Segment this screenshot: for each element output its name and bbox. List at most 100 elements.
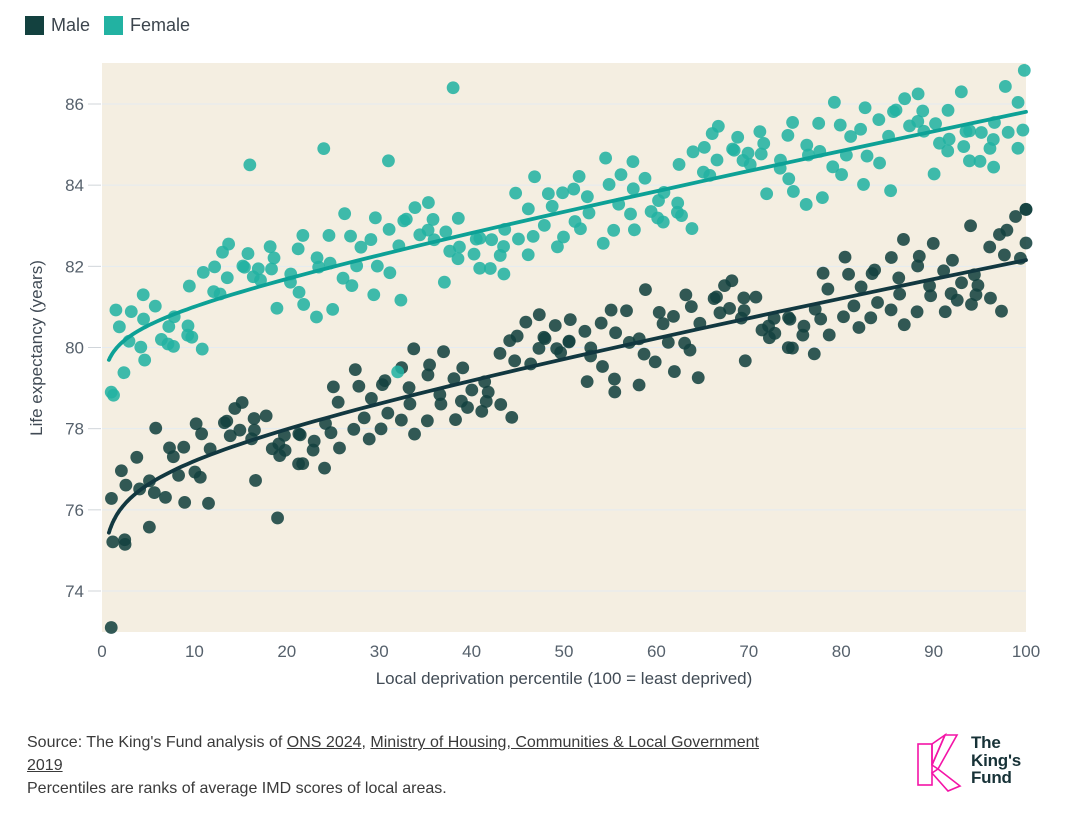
- female-dot: [626, 182, 640, 196]
- male-dot: [580, 375, 594, 389]
- male-dot: [691, 371, 705, 385]
- male-dot: [737, 291, 751, 305]
- male-dot: [965, 297, 978, 311]
- female-dot: [467, 247, 481, 261]
- male-dot: [837, 310, 850, 324]
- male-dot: [969, 288, 983, 302]
- male-dot: [149, 421, 163, 435]
- male-dot: [381, 406, 395, 420]
- male-dot: [278, 443, 292, 457]
- female-dot: [741, 146, 755, 160]
- male-dot: [508, 354, 522, 368]
- male-dot: [998, 248, 1011, 262]
- female-dot: [933, 136, 946, 150]
- male-dot: [910, 305, 924, 319]
- source-link-mhclg[interactable]: Ministry of Housing, Communities & Local…: [27, 734, 759, 774]
- male-dot: [119, 478, 133, 492]
- female-dot: [338, 207, 352, 221]
- female-dot: [270, 301, 284, 315]
- male-dot: [983, 240, 997, 254]
- male-dot: [494, 398, 508, 411]
- male-dot: [307, 434, 321, 448]
- female-dot: [596, 236, 610, 250]
- male-dot: [437, 345, 450, 359]
- male-dot: [822, 328, 836, 342]
- female-dot: [614, 168, 628, 182]
- female-dot: [626, 155, 640, 169]
- female-dot: [671, 196, 685, 210]
- male-dot: [364, 392, 378, 405]
- female-dot: [911, 87, 925, 101]
- x-tick-label-10: 10: [185, 642, 204, 661]
- male-outlier-dot: [964, 219, 977, 233]
- male-dot: [620, 304, 633, 318]
- female-dot: [710, 153, 724, 167]
- legend-item-male[interactable]: Male: [25, 15, 90, 36]
- x-tick-label-70: 70: [739, 642, 758, 661]
- male-dot: [352, 379, 366, 393]
- male-dot: [563, 313, 577, 327]
- male-dot: [118, 537, 132, 551]
- male-dot: [684, 300, 698, 314]
- female-dot: [1011, 95, 1025, 109]
- male-dot: [348, 363, 362, 377]
- male-dot: [374, 422, 388, 436]
- male-dot: [293, 428, 307, 442]
- female-dot: [916, 104, 930, 118]
- male-dot: [738, 354, 752, 368]
- female-dot: [222, 237, 236, 251]
- female-dot: [942, 132, 956, 146]
- female-dot: [974, 126, 988, 139]
- male-dot: [159, 490, 172, 504]
- female-dot: [521, 202, 535, 216]
- male-dot: [475, 404, 489, 418]
- female-dot: [136, 288, 150, 302]
- female-dot: [196, 265, 210, 279]
- female-dot: [572, 170, 586, 183]
- female-dot: [672, 158, 686, 171]
- male-dot: [893, 287, 907, 301]
- female-dot: [526, 229, 540, 243]
- female-outlier-dot: [382, 154, 395, 168]
- male-dot: [842, 267, 855, 281]
- legend-item-female[interactable]: Female: [104, 15, 190, 36]
- female-dot: [711, 119, 725, 133]
- female-dot: [138, 353, 152, 367]
- female-dot: [109, 303, 123, 317]
- female-dot: [326, 302, 340, 316]
- female-dot: [220, 271, 234, 285]
- male-dot: [461, 401, 474, 414]
- male-dot: [911, 259, 925, 273]
- source-link-ons[interactable]: ONS 2024: [286, 734, 362, 751]
- female-dot: [963, 154, 976, 168]
- female-dot: [383, 266, 397, 280]
- male-dot: [172, 468, 185, 482]
- male-dot: [713, 306, 727, 320]
- y-tick-label-84: 84: [65, 176, 84, 195]
- y-axis-title: Life expectancy (years): [27, 260, 46, 436]
- female-dot: [537, 218, 551, 232]
- male-dot: [604, 303, 618, 317]
- male-dot: [864, 311, 878, 325]
- female-dot: [844, 130, 858, 143]
- male-dot: [632, 378, 646, 392]
- male-dot: [403, 397, 417, 411]
- female-dot: [443, 244, 457, 258]
- female-dot: [368, 211, 382, 225]
- female-dot: [727, 143, 741, 157]
- female-dot: [799, 198, 813, 211]
- male-dot: [707, 292, 721, 305]
- female-dot: [497, 267, 511, 281]
- male-dot: [532, 308, 546, 322]
- male-dot: [783, 312, 797, 326]
- female-dot: [941, 144, 955, 158]
- female-dot: [884, 184, 898, 198]
- male-outlier-dot: [1019, 203, 1033, 216]
- male-dot: [897, 318, 911, 332]
- male-dot: [510, 329, 524, 343]
- female-dot: [182, 279, 196, 293]
- female-dot: [251, 262, 265, 276]
- female-dot: [835, 168, 848, 181]
- female-dot: [497, 240, 510, 253]
- male-dot: [797, 319, 811, 333]
